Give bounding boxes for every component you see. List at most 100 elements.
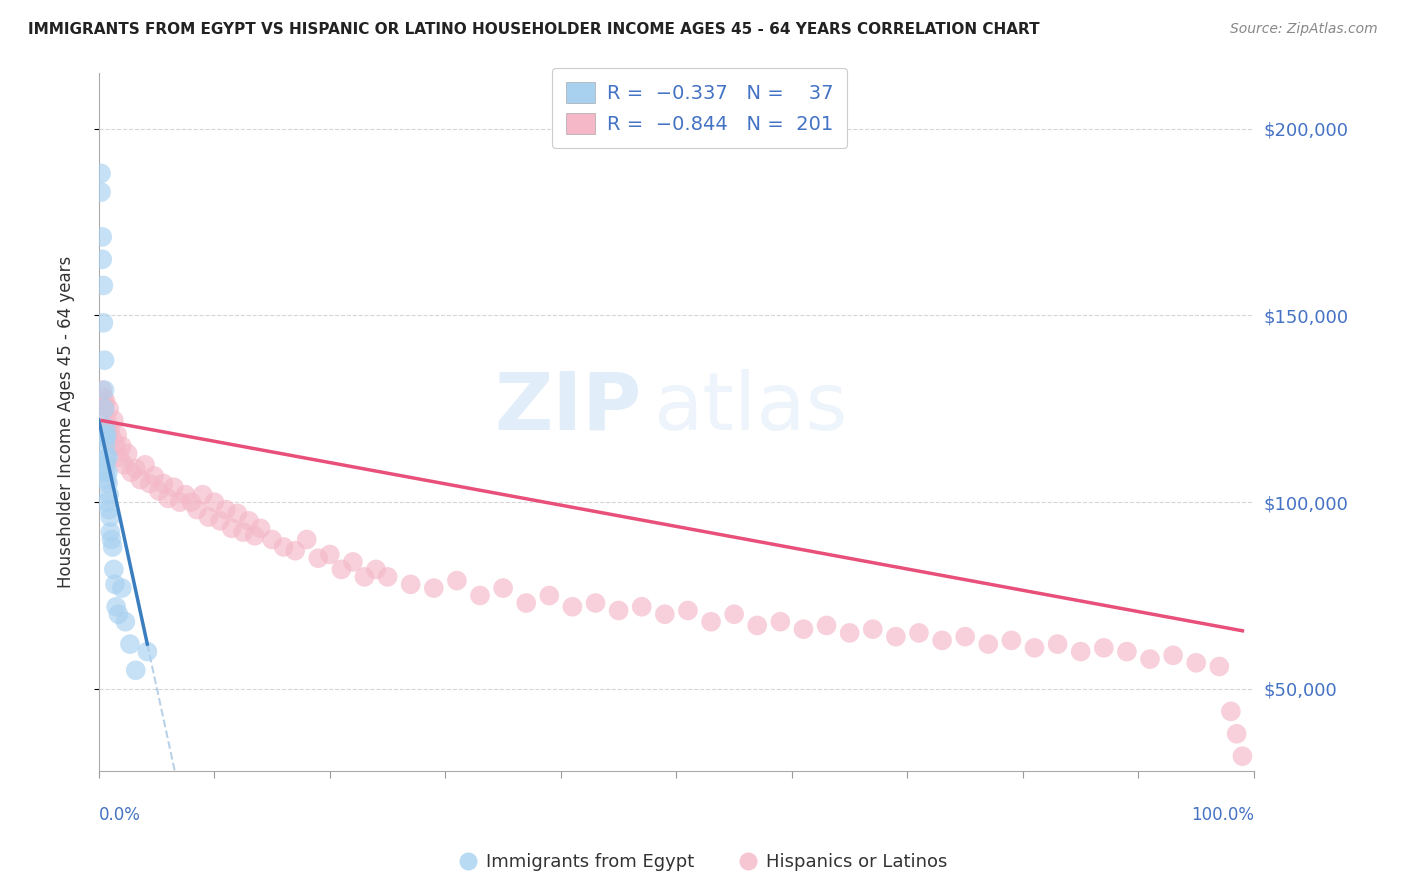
Point: [138, 476, 160, 491]
Point: [209, 514, 232, 528]
Text: atlas: atlas: [654, 369, 848, 447]
Point: [446, 574, 468, 588]
Point: [101, 432, 124, 446]
Point: [103, 562, 125, 576]
Point: [1185, 656, 1208, 670]
Point: [1208, 659, 1230, 673]
Y-axis label: Householder Income Ages 45 - 64 years: Householder Income Ages 45 - 64 years: [58, 256, 75, 588]
Point: [169, 495, 191, 509]
Point: [180, 495, 202, 509]
Point: [202, 495, 225, 509]
Text: Source: ZipAtlas.com: Source: ZipAtlas.com: [1230, 22, 1378, 37]
Point: [103, 413, 125, 427]
Point: [134, 458, 156, 472]
Point: [90, 185, 112, 199]
Point: [232, 524, 254, 539]
Point: [105, 428, 128, 442]
Point: [1226, 727, 1249, 741]
Point: [468, 589, 491, 603]
Point: [1070, 644, 1092, 658]
Point: [91, 252, 114, 267]
Point: [94, 439, 117, 453]
Point: [423, 581, 446, 595]
Point: [118, 637, 141, 651]
Point: [105, 599, 128, 614]
Point: [1139, 652, 1161, 666]
Point: [111, 581, 134, 595]
Point: [98, 401, 121, 416]
Point: [97, 420, 120, 434]
Point: [98, 488, 121, 502]
Point: [108, 450, 131, 465]
Point: [226, 507, 249, 521]
Point: [654, 607, 676, 622]
Text: ZIP: ZIP: [495, 369, 641, 447]
Point: [101, 540, 124, 554]
Point: [1046, 637, 1069, 651]
Point: [112, 458, 135, 472]
Point: [96, 428, 118, 442]
Point: [97, 450, 120, 465]
Point: [94, 432, 117, 446]
Point: [186, 502, 208, 516]
Point: [143, 469, 166, 483]
Point: [90, 166, 112, 180]
Point: [353, 570, 375, 584]
Point: [1115, 644, 1137, 658]
Point: [191, 488, 214, 502]
Point: [238, 514, 260, 528]
Point: [197, 510, 219, 524]
Point: [94, 394, 117, 409]
Point: [307, 551, 329, 566]
Point: [93, 398, 115, 412]
Point: [1000, 633, 1022, 648]
Point: [93, 316, 115, 330]
Point: [174, 488, 197, 502]
Point: [747, 618, 769, 632]
Point: [163, 480, 186, 494]
Point: [98, 524, 121, 539]
Point: [342, 555, 364, 569]
Text: 100.0%: 100.0%: [1191, 806, 1254, 824]
Legend: Immigrants from Egypt, Hispanics or Latinos: Immigrants from Egypt, Hispanics or Lati…: [451, 847, 955, 879]
Point: [815, 618, 838, 632]
Point: [561, 599, 583, 614]
Point: [1219, 704, 1241, 718]
Point: [98, 424, 121, 438]
Point: [98, 502, 121, 516]
Point: [97, 465, 120, 479]
Text: IMMIGRANTS FROM EGYPT VS HISPANIC OR LATINO HOUSEHOLDER INCOME AGES 45 - 64 YEAR: IMMIGRANTS FROM EGYPT VS HISPANIC OR LAT…: [28, 22, 1040, 37]
Point: [98, 510, 121, 524]
Point: [249, 521, 271, 535]
Point: [977, 637, 1000, 651]
Point: [792, 622, 814, 636]
Point: [273, 540, 295, 554]
Point: [377, 570, 399, 584]
Point: [96, 450, 118, 465]
Point: [96, 413, 118, 427]
Point: [908, 626, 931, 640]
Point: [630, 599, 652, 614]
Point: [221, 521, 243, 535]
Legend: R =  −0.337   N =    37, R =  −0.844   N =  201: R = −0.337 N = 37, R = −0.844 N = 201: [553, 69, 846, 147]
Point: [769, 615, 792, 629]
Point: [148, 483, 170, 498]
Point: [1161, 648, 1184, 663]
Point: [838, 626, 860, 640]
Point: [723, 607, 745, 622]
Point: [515, 596, 537, 610]
Point: [93, 278, 115, 293]
Point: [129, 473, 152, 487]
Point: [243, 529, 266, 543]
Point: [93, 391, 115, 405]
Point: [1232, 749, 1254, 764]
Point: [136, 644, 159, 658]
Point: [107, 607, 129, 622]
Point: [157, 491, 180, 506]
Point: [284, 543, 307, 558]
Point: [114, 615, 136, 629]
Point: [91, 383, 114, 397]
Point: [104, 577, 127, 591]
Point: [93, 353, 115, 368]
Point: [125, 461, 148, 475]
